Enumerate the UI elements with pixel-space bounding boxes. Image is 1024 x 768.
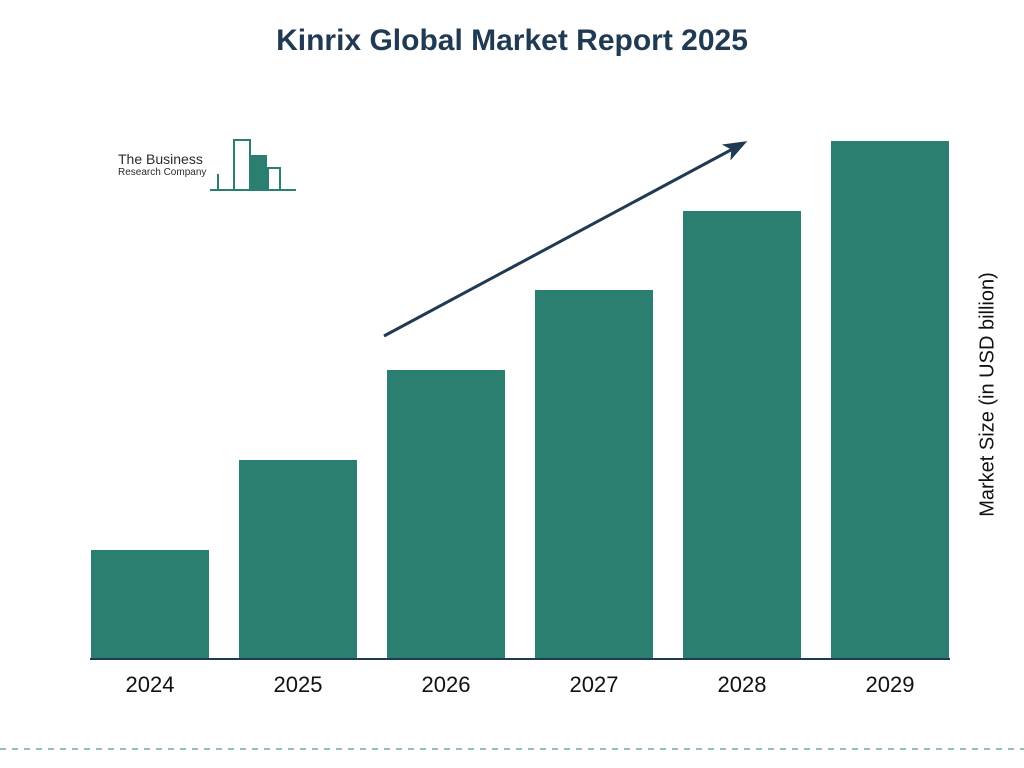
x-tick-label: 2026 (387, 672, 505, 698)
trend-arrow (0, 0, 1024, 768)
x-tick-label: 2024 (91, 672, 209, 698)
bottom-dashed-rule (0, 748, 1024, 752)
x-tick-label: 2029 (831, 672, 949, 698)
x-tick-label: 2027 (535, 672, 653, 698)
x-tick-label: 2025 (239, 672, 357, 698)
x-tick-label: 2028 (683, 672, 801, 698)
page-root: Kinrix Global Market Report 2025 The Bus… (0, 0, 1024, 768)
